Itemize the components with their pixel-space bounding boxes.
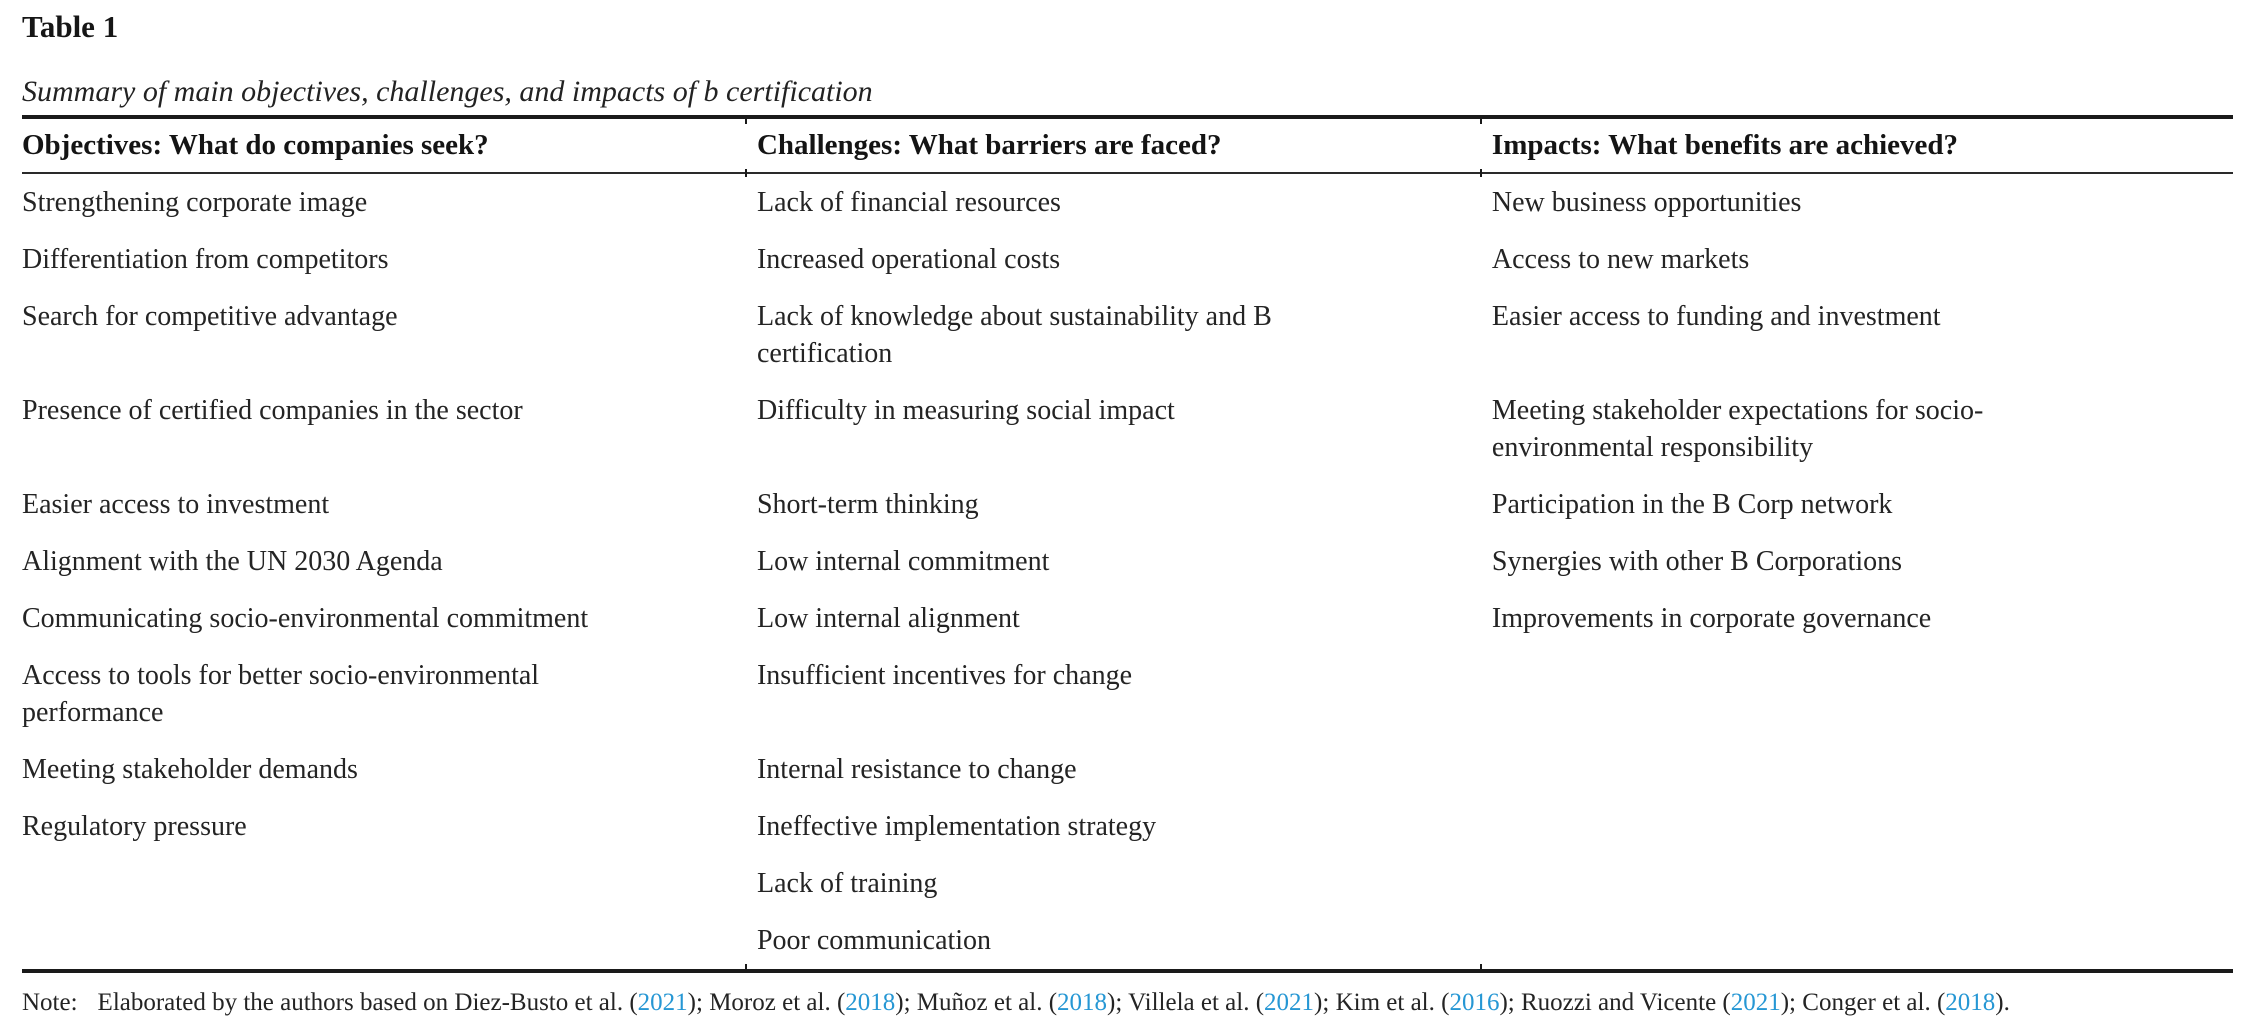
citation: Conger et al. (2018). [1802, 989, 2010, 1016]
citation-authors: Muñoz et al. ( [916, 989, 1058, 1016]
note-prefix: Elaborated by the authors based on [97, 989, 455, 1016]
table-cell: Regulatory pressure [22, 811, 247, 842]
table-cell: Strengthening corporate image [22, 187, 368, 218]
citation: Moroz et al. (2018); [709, 989, 917, 1016]
table-note: Note: Elaborated by the authors based on … [22, 987, 2233, 1019]
citation-suffix: ); [1107, 989, 1129, 1016]
citation-year-link[interactable]: 2018 [1057, 989, 1108, 1016]
column-boundary-tick [744, 964, 747, 973]
citation-year-link[interactable]: 2021 [1730, 989, 1781, 1016]
citation-year-link[interactable]: 2021 [637, 989, 688, 1016]
table-cell: Improvements in corporate governance [1491, 603, 1932, 634]
table-label: Table 1 [22, 9, 119, 44]
citation-suffix: ); [1499, 989, 1521, 1016]
header-separator-rule [22, 169, 2233, 177]
table-cell: Access to tools for better socio-environ… [22, 660, 540, 728]
table-cell-empty [22, 912, 745, 969]
citation: Muñoz et al. (2018); [917, 989, 1128, 1016]
table-cell: Ineffective implementation strategy [756, 811, 1157, 842]
table-cell: Poor communication [756, 925, 992, 956]
citation-authors: Kim et al. ( [1335, 989, 1450, 1016]
table-cell: Differentiation from competitors [22, 244, 389, 275]
table-cell: Meeting stakeholder demands [22, 754, 358, 785]
table-cell: Participation in the B Corp network [1491, 489, 1893, 520]
citation-authors: Moroz et al. ( [709, 989, 846, 1016]
citation-authors: Conger et al. ( [1802, 989, 1946, 1016]
column-header-objectives: Objectives: What do companies seek? [22, 129, 489, 161]
citation-authors: Ruozzi and Vicente ( [1520, 989, 1731, 1016]
table-cell: Presence of certified companies in the s… [22, 395, 523, 426]
table-cell: Increased operational costs [756, 244, 1061, 275]
column-boundary-tick [1479, 115, 1482, 124]
citation-year-link[interactable]: 2021 [1264, 989, 1315, 1016]
table-cell-empty [1480, 647, 2233, 741]
table-caption: Summary of main objectives, challenges, … [22, 75, 873, 108]
citation-suffix: ); [1780, 989, 1803, 1016]
table-top-rule [22, 115, 2233, 124]
citation-authors: Villela et al. ( [1128, 989, 1265, 1016]
column-boundary-tick [744, 115, 747, 124]
citation-suffix: ); [1314, 989, 1336, 1016]
citation-year-link[interactable]: 2016 [1449, 989, 1500, 1016]
table-cell: Internal resistance to change [756, 754, 1077, 785]
table-cell-empty [22, 855, 745, 912]
column-boundary-tick [1479, 169, 1482, 177]
column-header-challenges: Challenges: What barriers are faced? [756, 129, 1222, 161]
table-cell: Synergies with other B Corporations [1491, 546, 1903, 577]
citation-suffix: ); [895, 989, 917, 1016]
citation-suffix: ); [687, 989, 710, 1016]
citation: Ruozzi and Vicente (2021); [1521, 989, 1802, 1016]
table-cell: Low internal alignment [756, 603, 1020, 634]
table-cell: New business opportunities [1491, 187, 1802, 218]
table-cell: Lack of knowledge about sustainability a… [756, 301, 1272, 369]
citation: Diez-Busto et al. (2021); [454, 989, 709, 1016]
table-cell-empty [1480, 741, 2233, 798]
table-cell: Low internal commitment [756, 546, 1050, 577]
table-cell: Easier access to investment [22, 489, 330, 520]
table-cell: Lack of training [756, 868, 938, 899]
citation-year-link[interactable]: 2018 [1945, 989, 1996, 1016]
citation: Villela et al. (2021); [1128, 989, 1335, 1016]
table-cell: Short-term thinking [756, 489, 979, 520]
column-boundary-tick [1479, 964, 1482, 973]
table-cell: Easier access to funding and investment [1491, 301, 1941, 332]
citation-year-link[interactable]: 2018 [845, 989, 896, 1016]
table-cell-empty [1480, 912, 2233, 969]
table-cell: Insufficient incentives for change [756, 660, 1132, 691]
citation: Kim et al. (2016); [1336, 989, 1521, 1016]
table-cell: Access to new markets [1491, 244, 1750, 275]
table-cell-empty [1480, 798, 2233, 855]
table-body: Strengthening corporate image Lack of fin… [22, 174, 2233, 969]
table-bottom-rule [22, 964, 2233, 973]
table-header-row: Objectives: What do companies seek? Chal… [22, 119, 2233, 172]
note-text: Elaborated by the authors based on Diez-… [98, 989, 2010, 1016]
citation-suffix: ). [1995, 989, 2010, 1016]
table-cell: Meeting stakeholder expectations for soc… [1491, 395, 1984, 463]
table-cell: Lack of financial resources [756, 187, 1061, 218]
column-boundary-tick [744, 169, 747, 177]
table-cell: Communicating socio-environmental commit… [22, 603, 589, 634]
note-label: Note: [22, 989, 78, 1016]
citation-authors: Diez-Busto et al. ( [454, 989, 638, 1016]
table-cell: Difficulty in measuring social impact [756, 395, 1175, 426]
table-cell: Alignment with the UN 2030 Agenda [22, 546, 443, 577]
column-header-impacts: Impacts: What benefits are achieved? [1491, 129, 1959, 161]
table-cell: Search for competitive advantage [22, 301, 398, 332]
table-cell-empty [1480, 855, 2233, 912]
